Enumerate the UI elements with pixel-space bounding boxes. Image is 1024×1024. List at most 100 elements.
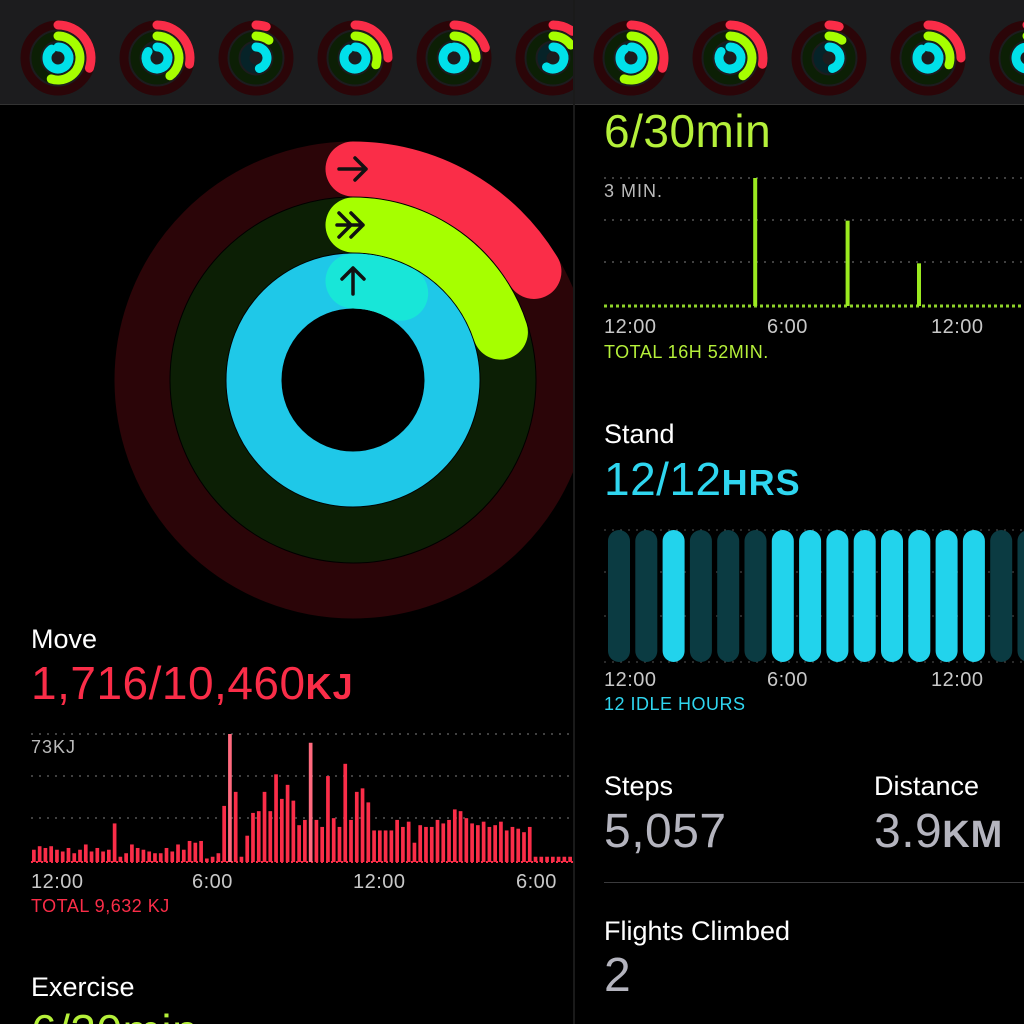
move-bar — [89, 851, 94, 862]
flights-title: Flights Climbed — [604, 916, 791, 946]
move-bar — [418, 825, 423, 862]
move-bar — [401, 826, 405, 862]
move-bar — [262, 791, 267, 862]
week-ring-strip[interactable] — [575, 0, 1024, 105]
week-rings[interactable] — [0, 0, 573, 104]
day-rings[interactable] — [218, 20, 294, 96]
exercise-bar — [917, 263, 921, 306]
right-arrow-shape — [337, 156, 368, 182]
day-ring-progress — [824, 31, 847, 45]
day-ring-progress — [548, 20, 573, 36]
week-rings[interactable] — [575, 0, 1024, 104]
move-bar — [481, 821, 486, 862]
move-bar — [55, 849, 59, 862]
stand-hour-bar — [935, 530, 958, 662]
activity-detail-panel: 6/30min 3 MIN. 12:00 6:00 12:00 TOTAL 16… — [575, 0, 1024, 1024]
day-ring-progress — [449, 31, 481, 63]
stand-ring-cap — [325, 253, 429, 321]
move-bar — [331, 818, 336, 862]
move-bar — [291, 800, 296, 862]
move-bar — [470, 823, 474, 862]
move-bar — [147, 851, 152, 862]
day-rings[interactable] — [791, 20, 867, 96]
move-bar — [251, 812, 255, 862]
day-ring-progress — [251, 42, 272, 73]
move-bar — [37, 846, 42, 862]
move-bar — [112, 823, 117, 862]
day-ring-progress — [449, 20, 490, 53]
move-bar — [568, 856, 572, 862]
move-bar — [279, 798, 284, 862]
move-bar — [187, 840, 192, 862]
move-bar — [239, 856, 244, 862]
day-ring-progress — [626, 20, 669, 73]
day-ring-progress — [350, 31, 382, 70]
stand-x-label-0: 12:00 — [604, 669, 657, 691]
stand-hour-bar — [826, 530, 849, 662]
day-ring-progress — [912, 42, 944, 74]
move-bar — [314, 819, 319, 862]
stand-hour-bar — [717, 530, 740, 662]
move-bar — [447, 819, 451, 862]
move-bar — [545, 856, 549, 862]
exercise-x-label-0: 12:00 — [604, 316, 657, 338]
move-value-unit: KJ — [305, 666, 354, 707]
move-bar — [522, 832, 526, 862]
move-bar — [199, 840, 203, 862]
steps-title: Steps — [604, 771, 674, 801]
move-x-label-2: 12:00 — [353, 871, 406, 893]
day-ring-progress — [548, 31, 573, 50]
move-bar — [297, 825, 301, 862]
move-bar — [389, 830, 394, 862]
day-rings[interactable] — [416, 20, 492, 96]
day-ring-progress — [619, 31, 658, 85]
move-bar — [216, 853, 221, 862]
day-ring-progress — [141, 42, 173, 74]
day-rings[interactable] — [989, 20, 1024, 96]
move-bar — [78, 849, 82, 862]
move-bar — [320, 826, 325, 862]
day-rings[interactable] — [890, 20, 966, 96]
exercise-bar — [845, 220, 850, 306]
stand-x-label-1: 6:00 — [767, 669, 808, 691]
move-bar — [354, 791, 359, 862]
day-ring-progress — [1011, 43, 1024, 74]
stand-hour-bar — [689, 530, 712, 662]
day-ring-progress — [725, 20, 768, 69]
exercise-value-partial: 6/30min — [31, 1004, 198, 1024]
move-bar — [181, 849, 186, 862]
day-rings[interactable] — [20, 20, 96, 96]
move-bar — [135, 847, 140, 862]
stand-ring-progress — [226, 253, 480, 507]
day-rings[interactable] — [119, 20, 195, 96]
day-rings[interactable] — [317, 20, 393, 96]
move-bar — [504, 830, 509, 862]
move-bar — [274, 774, 278, 862]
day-ring-progress — [251, 20, 271, 32]
move-bar — [285, 784, 290, 862]
activity-rings — [114, 141, 573, 619]
stand-value-number: 12/12 — [604, 453, 722, 505]
stand-hour-bar — [635, 530, 658, 662]
day-rings[interactable] — [593, 20, 669, 96]
move-bar — [510, 826, 515, 862]
move-bar — [118, 856, 123, 862]
move-bar — [406, 821, 411, 862]
exercise-value: 6/30min — [604, 105, 772, 157]
move-bar — [72, 853, 77, 862]
move-bar — [158, 853, 163, 862]
move-bar — [366, 802, 371, 862]
move-bar — [516, 828, 521, 862]
move-bar — [337, 826, 342, 862]
move-bar — [372, 830, 376, 862]
day-rings[interactable] — [515, 20, 573, 96]
day-ring-progress — [615, 42, 647, 74]
move-bar — [205, 858, 209, 862]
day-rings[interactable] — [692, 20, 768, 96]
move-bar — [141, 849, 146, 862]
stand-x-label-2: 12:00 — [931, 669, 984, 691]
day-ring-track — [989, 20, 1024, 96]
day-ring-track — [1000, 31, 1024, 85]
distance-value-number: 3.9 — [874, 805, 943, 858]
week-ring-strip[interactable] — [0, 0, 573, 105]
